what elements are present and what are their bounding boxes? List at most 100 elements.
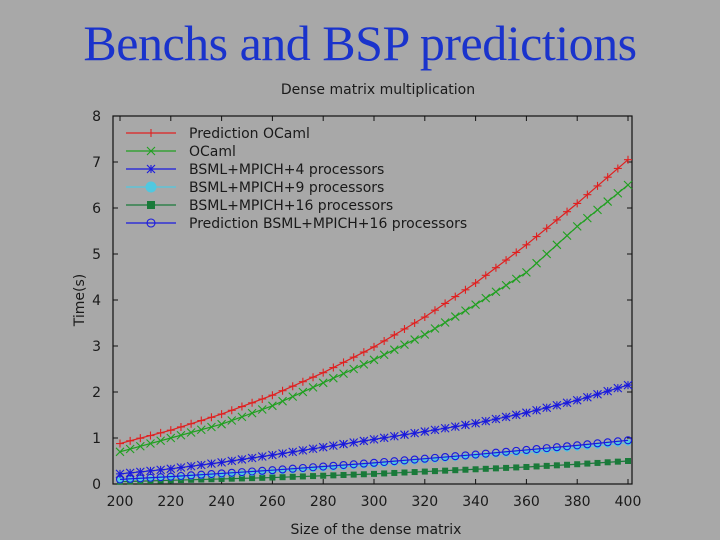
x-tick-label: 300 bbox=[361, 494, 388, 510]
series-marker bbox=[247, 408, 257, 418]
series-marker bbox=[522, 445, 531, 455]
y-tick-label: 6 bbox=[92, 201, 101, 217]
series-marker bbox=[512, 446, 521, 455]
series-marker bbox=[146, 431, 155, 440]
series-marker bbox=[491, 263, 500, 272]
series-marker bbox=[501, 412, 511, 422]
series-marker bbox=[269, 474, 276, 481]
series-marker bbox=[491, 287, 501, 297]
series-marker bbox=[278, 465, 287, 474]
series-marker bbox=[410, 455, 419, 464]
series-marker bbox=[278, 449, 287, 458]
series-marker bbox=[197, 470, 206, 479]
series-marker bbox=[481, 293, 491, 303]
series-marker bbox=[573, 441, 582, 450]
series-marker bbox=[389, 431, 399, 441]
series-marker bbox=[207, 470, 216, 479]
series-marker bbox=[349, 438, 359, 447]
series-marker bbox=[146, 164, 156, 174]
series-marker bbox=[298, 377, 307, 386]
series-marker bbox=[502, 447, 511, 456]
series-marker bbox=[208, 476, 215, 483]
x-tick-label: 200 bbox=[107, 494, 134, 510]
series-marker bbox=[450, 422, 460, 431]
x-tick-label: 240 bbox=[208, 494, 235, 510]
series-marker bbox=[603, 197, 613, 206]
series-marker bbox=[176, 430, 186, 440]
series-marker bbox=[390, 457, 399, 466]
series-marker bbox=[136, 434, 145, 443]
series-marker bbox=[471, 278, 480, 287]
x-tick-label: 280 bbox=[310, 494, 337, 510]
series-marker bbox=[583, 440, 592, 449]
series-marker bbox=[166, 472, 175, 481]
series-0 bbox=[116, 155, 632, 448]
legend-label: BSML+MPICH+4 processors bbox=[189, 162, 384, 178]
series-marker bbox=[431, 468, 438, 475]
series-marker bbox=[340, 471, 347, 478]
series-marker bbox=[227, 468, 236, 477]
series-marker bbox=[227, 416, 237, 425]
x-tick-label: 400 bbox=[615, 494, 642, 510]
series-marker bbox=[207, 422, 216, 432]
series-marker bbox=[471, 450, 480, 459]
series-marker bbox=[328, 441, 338, 451]
series-marker bbox=[339, 439, 348, 449]
series-marker bbox=[145, 181, 157, 193]
legend-label: OCaml bbox=[189, 144, 236, 160]
series-marker bbox=[574, 461, 581, 468]
x-tick-label: 380 bbox=[564, 494, 591, 510]
series-marker bbox=[440, 318, 450, 327]
series-marker bbox=[308, 383, 318, 392]
series-marker bbox=[237, 468, 246, 477]
series-marker bbox=[380, 336, 389, 345]
series-marker bbox=[400, 456, 409, 465]
series-marker bbox=[501, 280, 511, 290]
series-marker bbox=[594, 459, 601, 466]
series-marker bbox=[420, 313, 429, 322]
series-marker bbox=[461, 285, 470, 294]
series-marker bbox=[532, 258, 541, 268]
series-marker bbox=[186, 428, 196, 437]
series-marker bbox=[166, 433, 176, 443]
legend-label: Prediction OCaml bbox=[189, 126, 310, 142]
series-marker bbox=[257, 452, 267, 461]
axis-ticks: 200 220 240 260 280 300 320 340 360 380 400 0 1 2 3 4 5 6… bbox=[92, 109, 641, 510]
series-marker bbox=[146, 218, 156, 228]
series-marker bbox=[564, 461, 571, 468]
series-marker bbox=[278, 386, 287, 395]
series-marker bbox=[400, 340, 409, 350]
series-marker bbox=[188, 476, 195, 483]
series-marker bbox=[329, 461, 338, 470]
series-marker bbox=[359, 360, 369, 369]
series-marker bbox=[248, 398, 257, 407]
series-2 bbox=[115, 380, 633, 479]
series-marker bbox=[381, 470, 388, 477]
x-tick-label: 360 bbox=[513, 494, 540, 510]
series-marker bbox=[360, 471, 367, 478]
series-marker bbox=[582, 392, 592, 402]
series-marker bbox=[461, 451, 470, 460]
series-marker bbox=[542, 224, 551, 233]
series-marker bbox=[513, 464, 520, 471]
series-marker bbox=[288, 392, 298, 401]
series-marker bbox=[126, 436, 135, 445]
series-marker bbox=[147, 201, 155, 209]
series-marker bbox=[370, 342, 378, 351]
series-marker bbox=[553, 462, 560, 469]
series-marker bbox=[481, 449, 490, 458]
series-marker bbox=[613, 383, 623, 393]
series-marker bbox=[503, 464, 510, 471]
series-marker bbox=[197, 416, 206, 425]
y-tick-label: 1 bbox=[92, 431, 101, 447]
series-marker bbox=[532, 444, 541, 454]
series-marker bbox=[452, 467, 459, 474]
series-marker bbox=[237, 455, 247, 464]
series-marker bbox=[299, 473, 306, 480]
x-tick-label: 260 bbox=[259, 494, 286, 510]
series-marker bbox=[227, 406, 236, 415]
series-marker bbox=[308, 463, 318, 472]
series-marker bbox=[330, 472, 337, 479]
series-marker bbox=[552, 443, 561, 452]
series-marker bbox=[492, 465, 499, 472]
